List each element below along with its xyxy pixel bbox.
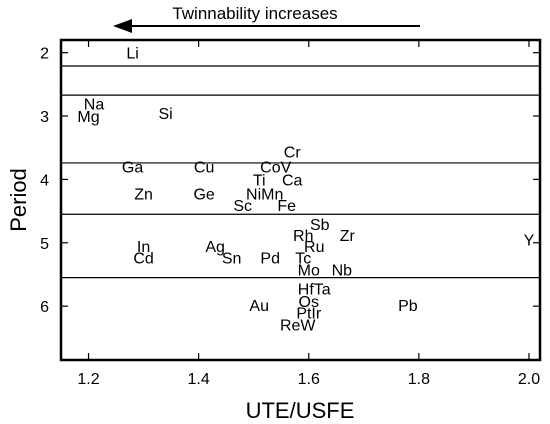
element-label-cu: Cu	[194, 160, 214, 177]
element-label-ga: Ga	[122, 160, 143, 177]
x-axis-label: UTE/USFE	[246, 398, 355, 423]
element-label-ti: Ti	[253, 172, 266, 189]
x-tick-label: 1.2	[77, 371, 99, 388]
element-label-pd: Pd	[260, 250, 280, 267]
element-label-nimn: NiMn	[246, 186, 283, 203]
element-label-zn: Zn	[134, 186, 153, 203]
plot-frame	[59, 38, 542, 362]
y-axis-ticks: 2 3 4 5 6	[40, 46, 540, 316]
element-label-rew: ReW	[280, 318, 316, 335]
period-boundaries	[61, 65, 540, 279]
element-label-cd: Cd	[133, 250, 153, 267]
x-tick-label: 1.4	[188, 371, 210, 388]
element-label-fe: Fe	[277, 198, 296, 215]
element-label-ptir: PtIr	[296, 305, 322, 322]
y-tick-label: 2	[40, 46, 49, 63]
element-label-y: Y	[524, 233, 535, 250]
element-label-sn: Sn	[222, 250, 242, 267]
element-label-nb: Nb	[332, 262, 353, 279]
element-label-os: Os	[299, 294, 319, 311]
element-label-mo: Mo	[298, 262, 320, 279]
arrow-head	[113, 19, 132, 33]
y-tick-label: 5	[40, 236, 49, 253]
element-label-ca: Ca	[282, 172, 303, 189]
element-label-cov: CoV	[260, 160, 291, 177]
element-label-li: Li	[126, 46, 138, 63]
element-label-mg: Mg	[77, 109, 99, 126]
element-label-na: Na	[84, 96, 105, 113]
element-label-ru: Ru	[304, 239, 324, 256]
title-arrow: Twinnability increases	[113, 4, 420, 33]
y-tick-label: 6	[40, 299, 49, 316]
element-label-ag: Ag	[205, 239, 225, 256]
element-label-tc: Tc	[295, 250, 311, 267]
x-tick-label: 1.6	[298, 371, 320, 388]
y-tick-label: 3	[40, 109, 49, 126]
x-tick-label: 2.0	[518, 371, 540, 388]
element-label-ge: Ge	[193, 186, 214, 203]
element-label-hfta: HfTa	[298, 281, 331, 298]
element-label-sb: Sb	[310, 217, 330, 234]
element-label-rh: Rh	[293, 228, 313, 245]
element-label-si: Si	[158, 106, 172, 123]
y-axis-label: Period	[6, 168, 31, 232]
element-label-au: Au	[249, 298, 269, 315]
element-label-in: In	[137, 239, 150, 256]
element-label-zr: Zr	[340, 228, 356, 245]
x-tick-label: 1.8	[408, 371, 430, 388]
arrow-annotation: Twinnability increases	[172, 4, 337, 23]
element-label-cr: Cr	[284, 145, 302, 162]
element-label-pb: Pb	[398, 298, 418, 315]
y-tick-label: 4	[40, 172, 49, 189]
element-label-sc: Sc	[233, 198, 252, 215]
